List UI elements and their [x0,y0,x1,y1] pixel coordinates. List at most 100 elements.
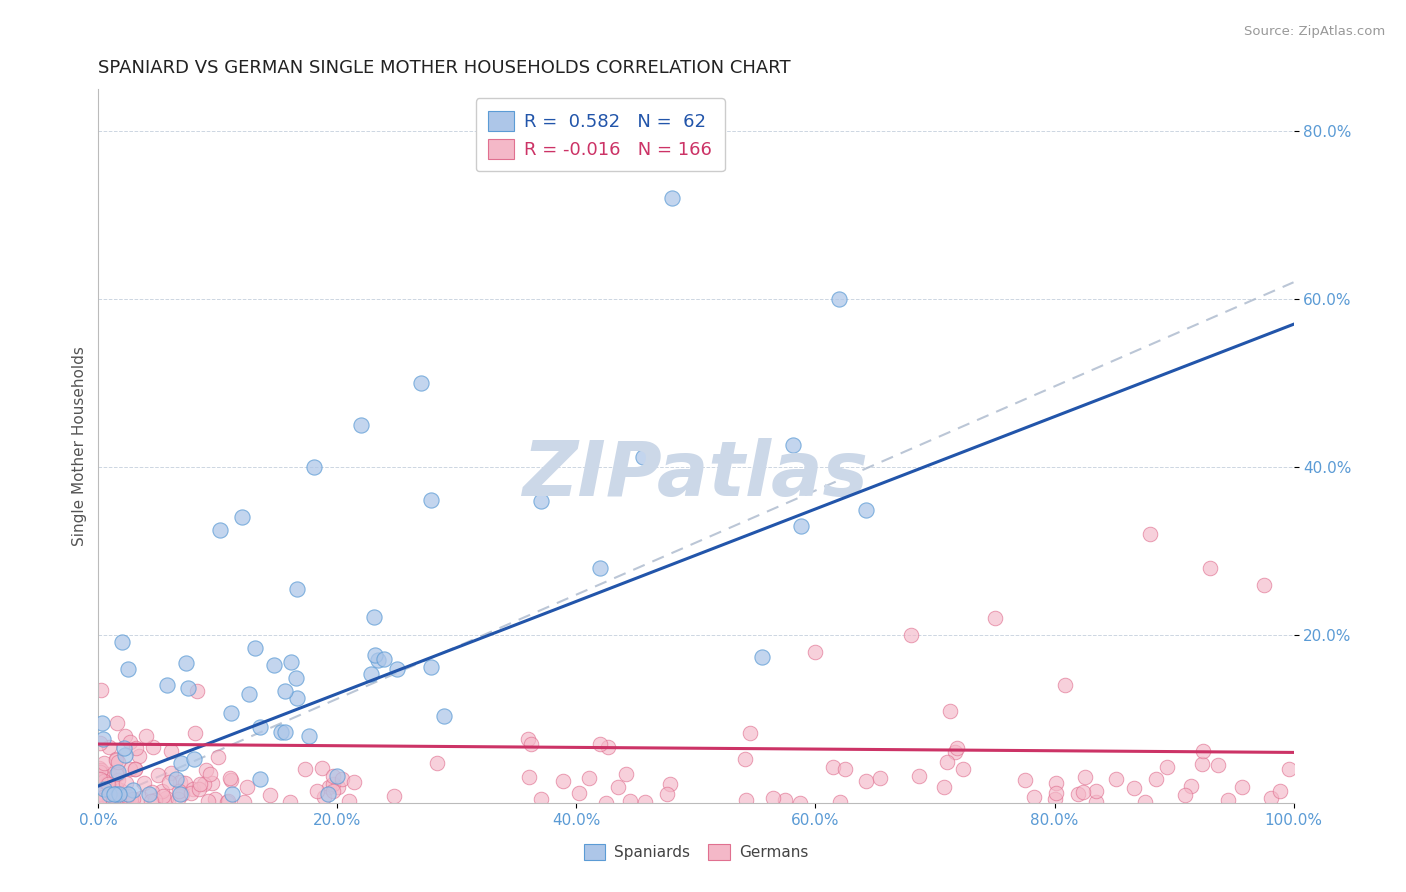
Point [1053,678,1076,692]
Point [578,771,600,785]
Point [322,784,344,798]
Point [318,780,340,794]
Point [1084,784,1107,798]
Point [186,684,208,698]
Point [135,729,157,743]
Point [142,740,165,755]
Y-axis label: Single Mother Households: Single Mother Households [72,346,87,546]
Point [129,790,152,805]
Point [101,794,124,808]
Point [115,775,138,789]
Point [249,720,271,734]
Point [89,772,111,786]
Point [607,780,630,795]
Point [364,648,387,662]
Point [419,493,441,508]
Point [1045,792,1067,806]
Point [209,523,232,537]
Point [87,772,110,786]
Point [1139,527,1161,541]
Point [159,766,181,780]
Point [1135,795,1157,809]
Point [159,744,181,758]
Point [382,789,405,804]
Point [789,518,811,533]
Point [197,795,219,809]
Point [188,782,211,797]
Point [249,772,271,786]
Point [907,769,929,783]
Point [326,769,349,783]
Point [94,782,117,797]
Point [738,726,761,740]
Point [1232,780,1254,794]
Point [170,756,193,771]
Point [193,777,215,791]
Point [823,760,845,774]
Point [316,788,339,802]
Point [177,681,200,696]
Point [98,792,121,806]
Point [180,786,202,800]
Point [1074,770,1097,784]
Point [1206,758,1229,772]
Point [89,765,111,780]
Point [568,786,591,800]
Point [91,731,114,746]
Point [343,775,366,789]
Point [152,789,174,804]
Point [145,793,167,807]
Point [322,769,344,783]
Point [855,774,877,789]
Point [1199,560,1222,574]
Legend: Spaniards, Germans: Spaniards, Germans [578,838,814,866]
Point [360,667,382,681]
Point [221,788,243,802]
Point [121,792,143,806]
Point [107,773,129,788]
Point [263,657,285,672]
Point [1191,757,1213,772]
Point [1216,792,1239,806]
Point [751,650,773,665]
Point [734,752,756,766]
Point [146,768,169,782]
Point [420,660,443,674]
Point [1260,791,1282,805]
Point [105,715,128,730]
Point [195,763,218,777]
Point [207,750,229,764]
Point [97,767,120,781]
Point [236,780,259,794]
Point [219,706,242,721]
Point [762,791,785,805]
Point [278,795,301,809]
Point [900,628,922,642]
Point [110,789,132,803]
Point [107,764,129,779]
Point [294,762,316,776]
Point [96,776,118,790]
Point [89,787,111,801]
Point [1122,780,1144,795]
Point [619,794,641,808]
Point [157,774,180,789]
Point [828,292,851,306]
Point [124,762,146,776]
Point [1024,790,1046,805]
Point [125,741,148,756]
Point [614,767,637,781]
Point [98,788,121,802]
Point [270,725,292,739]
Point [305,784,328,798]
Point [551,774,574,789]
Point [1014,772,1036,787]
Point [181,782,204,797]
Point [108,782,131,797]
Point [804,645,827,659]
Point [1268,783,1291,797]
Point [298,729,321,743]
Point [631,450,654,464]
Point [661,191,683,205]
Point [326,780,349,795]
